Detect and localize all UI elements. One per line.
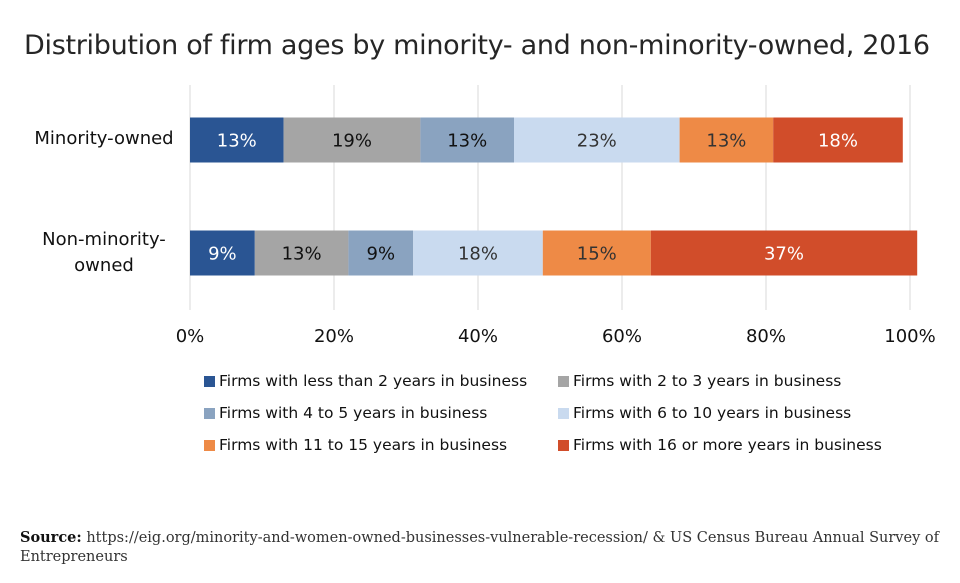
legend-item: Firms with 6 to 10 years in business	[558, 404, 851, 422]
bar-data-label: 18%	[818, 131, 858, 152]
legend-swatch	[204, 376, 215, 387]
source-note: Source: https://eig.org/minority-and-wom…	[20, 528, 940, 567]
legend-swatch	[204, 408, 215, 419]
legend-label: Firms with 2 to 3 years in business	[573, 372, 841, 390]
category-label-line: Minority-owned	[24, 126, 184, 152]
bar-data-label: 15%	[577, 244, 617, 265]
category-label-line: Non-minority-	[24, 227, 184, 253]
x-tick-label: 100%	[884, 326, 935, 347]
bar-data-label: 13%	[217, 131, 257, 152]
bar-data-label: 18%	[458, 244, 498, 265]
x-tick-label: 0%	[176, 326, 205, 347]
source-text: https://eig.org/minority-and-women-owned…	[20, 530, 939, 565]
legend-item: Firms with 4 to 5 years in business	[204, 404, 487, 422]
legend-label: Firms with less than 2 years in business	[219, 372, 527, 390]
legend-swatch	[558, 440, 569, 451]
legend-item: Firms with 11 to 15 years in business	[204, 436, 507, 454]
legend-label: Firms with 4 to 5 years in business	[219, 404, 487, 422]
x-tick-label: 80%	[746, 326, 786, 347]
legend-item: Firms with 16 or more years in business	[558, 436, 882, 454]
bar-data-label: 19%	[332, 131, 372, 152]
legend-label: Firms with 16 or more years in business	[573, 436, 882, 454]
category-label-line: owned	[24, 253, 184, 279]
bar-data-label: 9%	[367, 244, 396, 265]
legend-item: Firms with 2 to 3 years in business	[558, 372, 841, 390]
legend-swatch	[558, 376, 569, 387]
legend-swatch	[204, 440, 215, 451]
chart-plot-area: 0% 20% 40% 60% 80% 100% 13% 19% 13% 23% 13% 18% 9% 13…	[0, 0, 960, 360]
bar-data-label: 9%	[208, 244, 237, 265]
legend-swatch	[558, 408, 569, 419]
x-tick-label: 40%	[458, 326, 498, 347]
bar-data-label: 23%	[577, 131, 617, 152]
legend-label: Firms with 6 to 10 years in business	[573, 404, 851, 422]
bar-data-label: 13%	[706, 131, 746, 152]
source-label: Source:	[20, 529, 82, 546]
bar-data-label: 13%	[282, 244, 322, 265]
legend-label: Firms with 11 to 15 years in business	[219, 436, 507, 454]
bar-data-label: 13%	[447, 131, 487, 152]
category-label: Minority-owned	[24, 126, 184, 152]
category-label: Non-minority-owned	[24, 227, 184, 279]
legend-item: Firms with less than 2 years in business	[204, 372, 527, 390]
x-tick-label: 20%	[314, 326, 354, 347]
x-tick-label: 60%	[602, 326, 642, 347]
bar-data-label: 37%	[764, 244, 804, 265]
